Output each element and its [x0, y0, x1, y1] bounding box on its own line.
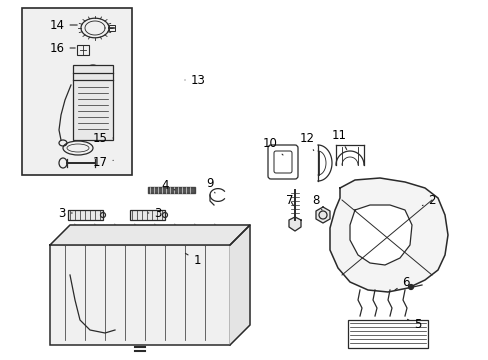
Text: 11: 11 [331, 129, 346, 149]
Text: 5: 5 [407, 319, 421, 332]
Polygon shape [315, 207, 329, 223]
Text: 16: 16 [49, 41, 75, 54]
Text: 12: 12 [299, 131, 314, 150]
Text: 15: 15 [92, 131, 113, 144]
Polygon shape [50, 225, 249, 245]
Text: 10: 10 [262, 136, 283, 155]
Text: 3: 3 [58, 207, 72, 220]
Text: 4: 4 [161, 179, 175, 192]
Bar [347, 320, 427, 348]
Bar [68, 210, 103, 220]
Text: 3: 3 [147, 207, 162, 220]
Text: 17: 17 [92, 156, 113, 168]
Bar [77, 45, 89, 55]
Polygon shape [288, 217, 301, 231]
Text: 7: 7 [285, 194, 293, 207]
Text: 2: 2 [422, 194, 435, 207]
Bar [73, 65, 113, 140]
Bar [109, 25, 115, 31]
Bar [78, 83, 108, 136]
Polygon shape [229, 225, 249, 345]
Bar [130, 210, 164, 220]
Bar [22, 8, 132, 175]
Text: 13: 13 [184, 73, 205, 86]
Text: 8: 8 [312, 194, 321, 210]
Bar [50, 245, 229, 345]
Polygon shape [329, 178, 447, 292]
Text: 14: 14 [49, 18, 77, 32]
Text: 6: 6 [394, 275, 409, 290]
Ellipse shape [407, 284, 413, 289]
Text: 1: 1 [185, 253, 201, 266]
Polygon shape [349, 205, 411, 265]
Text: 9: 9 [206, 176, 215, 193]
